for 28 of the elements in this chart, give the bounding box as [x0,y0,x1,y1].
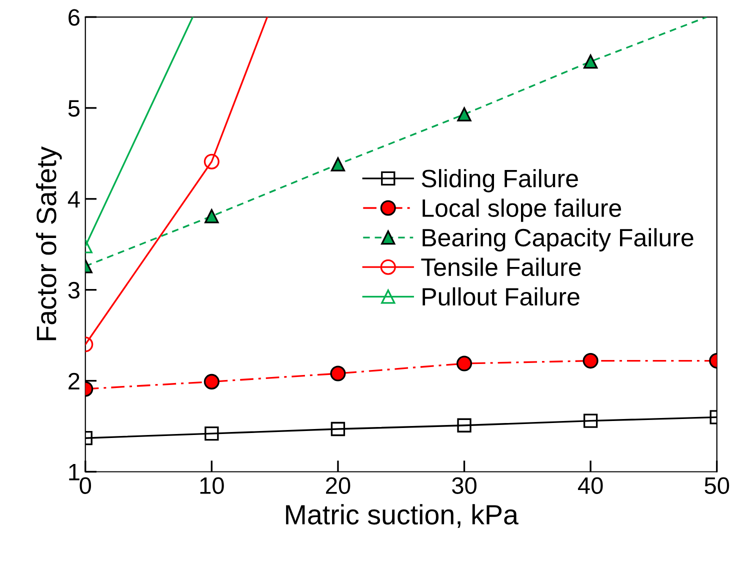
point [330,422,346,436]
legend-label: Pullout Failure [422,287,580,306]
point [330,157,346,172]
point [457,107,472,122]
y-tick-label: 3 [68,282,80,299]
x-tick-label: 20 [326,477,350,494]
legend-label: Sliding Failure [422,169,578,192]
point [582,353,598,369]
x-tick-label: 10 [200,477,224,494]
x-tick-label: 0 [80,477,92,494]
point [583,54,598,69]
point [583,414,598,428]
x-tick-label: 50 [704,477,730,494]
y-axis-title: Factor of Safety [36,146,62,340]
y-tick-label: 1 [69,464,80,480]
legend-label: Tensile Failure [421,258,581,276]
y-tick-label: 4 [68,191,80,208]
legend-label: Local slope failure [422,198,622,222]
legend-label: Bearing Capacity Failure [422,228,694,252]
point [457,418,472,432]
point [330,366,346,382]
y-tick-label: 6 [68,9,80,26]
point [456,356,472,372]
y-tick-label: 2 [68,372,80,390]
x-tick-label: 30 [452,477,476,494]
x-tick-label: 40 [578,477,603,494]
x-axis-title: Matric suction, kPa [286,504,518,528]
y-tick-label: 5 [68,100,80,117]
